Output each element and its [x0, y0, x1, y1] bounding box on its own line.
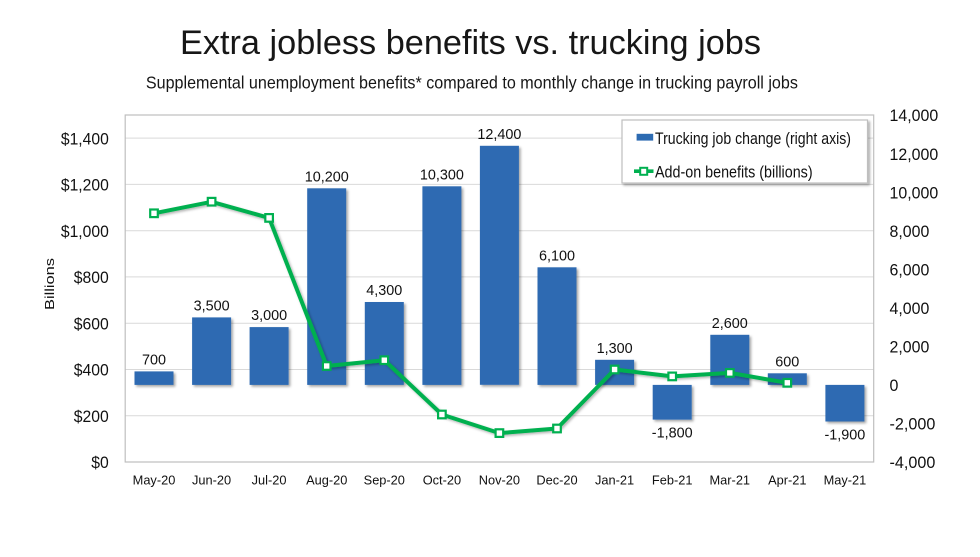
svg-text:Add-on benefits (billions): Add-on benefits (billions) — [655, 164, 813, 182]
svg-text:6,100: 6,100 — [539, 248, 575, 264]
svg-text:Aug-20: Aug-20 — [306, 473, 347, 488]
svg-text:4,300: 4,300 — [366, 283, 402, 299]
svg-text:Dec-20: Dec-20 — [536, 473, 577, 488]
svg-text:700: 700 — [142, 352, 166, 368]
svg-text:-4,000: -4,000 — [890, 453, 936, 472]
svg-text:14,000: 14,000 — [890, 106, 939, 125]
svg-text:3,000: 3,000 — [251, 308, 287, 324]
svg-text:600: 600 — [775, 354, 799, 370]
svg-text:$600: $600 — [74, 314, 109, 333]
svg-text:2,000: 2,000 — [890, 338, 930, 357]
svg-text:Nov-20: Nov-20 — [479, 473, 520, 488]
svg-text:Feb-21: Feb-21 — [652, 473, 693, 488]
svg-text:2,600: 2,600 — [712, 316, 748, 332]
svg-text:12,000: 12,000 — [890, 145, 939, 164]
svg-text:-2,000: -2,000 — [890, 415, 936, 434]
svg-text:12,400: 12,400 — [477, 127, 521, 143]
svg-text:10,200: 10,200 — [305, 169, 349, 185]
svg-text:Trucking job change (right axi: Trucking job change (right axis) — [655, 130, 851, 148]
svg-text:10,000: 10,000 — [890, 183, 939, 202]
svg-text:May-20: May-20 — [133, 473, 176, 488]
svg-text:6,000: 6,000 — [890, 260, 930, 279]
svg-text:Jul-20: Jul-20 — [252, 473, 287, 488]
svg-text:1,300: 1,300 — [597, 341, 633, 357]
svg-text:$800: $800 — [74, 268, 109, 287]
svg-text:Sep-20: Sep-20 — [364, 473, 405, 488]
svg-text:8,000: 8,000 — [890, 222, 930, 241]
svg-text:10,300: 10,300 — [420, 167, 464, 183]
svg-text:Jun-20: Jun-20 — [192, 473, 231, 488]
svg-text:Apr-21: Apr-21 — [768, 473, 806, 488]
svg-text:$400: $400 — [74, 361, 109, 380]
svg-text:Oct-20: Oct-20 — [423, 473, 461, 488]
svg-text:$1,200: $1,200 — [61, 176, 109, 195]
svg-text:Supplemental unemployment bene: Supplemental unemployment benefits* comp… — [146, 73, 798, 93]
svg-text:-1,800: -1,800 — [652, 426, 693, 442]
svg-text:3,500: 3,500 — [194, 298, 230, 314]
svg-text:4,000: 4,000 — [890, 299, 930, 318]
svg-text:$0: $0 — [91, 453, 109, 472]
svg-text:$1,400: $1,400 — [61, 129, 109, 148]
svg-text:$1,000: $1,000 — [61, 222, 109, 241]
svg-text:Mar-21: Mar-21 — [710, 473, 751, 488]
svg-text:-1,900: -1,900 — [824, 428, 865, 444]
svg-text:Extra jobless benefits vs. tru: Extra jobless benefits vs. trucking jobs — [180, 24, 761, 62]
svg-text:Billions: Billions — [42, 257, 57, 310]
svg-text:$200: $200 — [74, 407, 109, 426]
svg-text:Jan-21: Jan-21 — [595, 473, 634, 488]
svg-text:May-21: May-21 — [824, 473, 867, 488]
svg-text:0: 0 — [890, 376, 899, 395]
